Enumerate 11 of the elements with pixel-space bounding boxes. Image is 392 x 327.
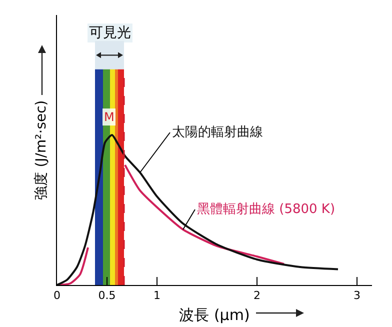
y-axis-title: 強度 (J/m²·sec): [34, 100, 50, 200]
series-label: 黑體輻射曲線 (5800 K): [197, 202, 336, 217]
x-axis-title: 波長 (μm): [179, 306, 250, 324]
text: 太陽的輻射曲線: [172, 125, 263, 140]
x-tick-label: 0.5: [98, 289, 116, 302]
x-tick-label: 0: [54, 289, 60, 302]
text: 可見光: [89, 25, 131, 41]
x-tick-label: 2: [254, 289, 260, 302]
x-tick-label: 3: [354, 289, 360, 302]
annotation: M: [104, 110, 114, 124]
x-tick-label: 1: [154, 289, 160, 302]
